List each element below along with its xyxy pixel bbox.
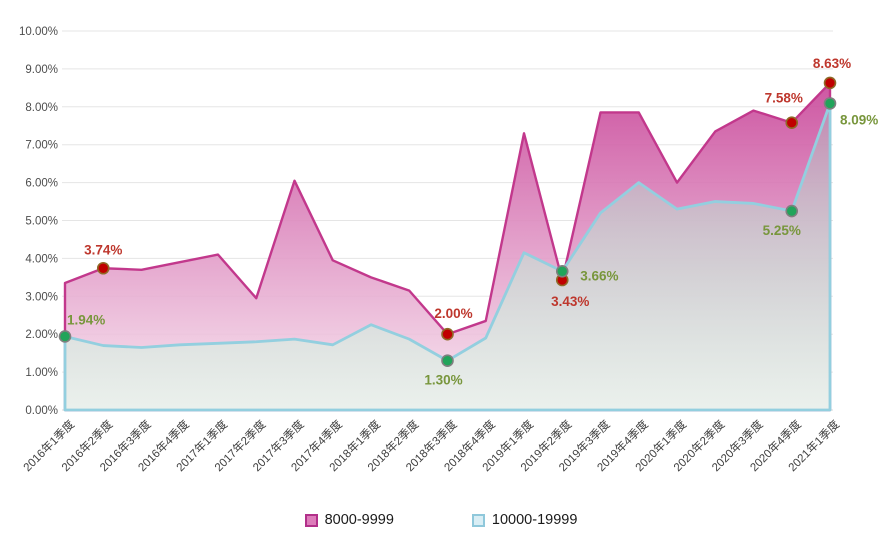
data-label: 1.94% xyxy=(67,312,105,327)
y-axis-label: 0.00% xyxy=(25,405,58,417)
chart-legend: 8000-9999 10000-19999 xyxy=(0,512,882,528)
data-point-marker xyxy=(58,330,72,343)
legend-swatch-pink-icon xyxy=(304,513,318,527)
data-point-marker xyxy=(785,204,799,218)
data-point-marker xyxy=(785,116,799,130)
area-series-10000-19999 xyxy=(63,101,832,412)
data-point-marker xyxy=(823,76,837,90)
gridlines: 0.00% 1.00% 2.00% 3.00% 4.00% 5.00% 6.00% 7.00%… xyxy=(19,26,833,417)
data-label: 3.43% xyxy=(551,294,589,309)
y-axis-label: 8.00% xyxy=(25,102,58,114)
data-point-marker xyxy=(96,261,110,275)
data-label: 3.66% xyxy=(580,268,618,283)
legend-swatch-blue-icon xyxy=(471,513,485,527)
data-point-marker xyxy=(441,327,454,341)
y-axis-label: 4.00% xyxy=(25,253,58,265)
data-point-marker xyxy=(555,264,569,278)
y-axis-label: 10.00% xyxy=(19,26,58,38)
data-label: 3.74% xyxy=(84,242,122,257)
y-axis-label: 5.00% xyxy=(25,216,58,228)
legend-item-10000-19999: 10000-19999 xyxy=(471,512,578,528)
legend-label-8000-9999: 8000-9999 xyxy=(324,512,394,528)
data-label: 7.58% xyxy=(765,91,803,106)
y-axis-label: 2.00% xyxy=(25,329,58,341)
data-point-marker xyxy=(441,354,454,368)
data-point-marker xyxy=(823,97,837,110)
y-axis-label: 3.00% xyxy=(25,291,58,303)
y-axis-label: 6.00% xyxy=(25,178,58,190)
data-label: 8.63% xyxy=(813,56,851,71)
data-label: 1.30% xyxy=(424,373,462,388)
y-axis-label: 9.00% xyxy=(25,64,58,76)
data-label: 5.25% xyxy=(763,223,801,238)
data-label: 8.09% xyxy=(840,112,878,127)
x-axis-labels: 2016年1季度2016年2季度2016年3季度2016年4季度2017年1季度… xyxy=(20,417,842,474)
y-axis-label: 7.00% xyxy=(25,140,58,152)
data-label: 2.00% xyxy=(434,306,472,321)
legend-label-10000-19999: 10000-19999 xyxy=(491,512,578,528)
legend-item-8000-9999: 8000-9999 xyxy=(304,512,394,528)
y-axis-label: 1.00% xyxy=(25,367,58,379)
